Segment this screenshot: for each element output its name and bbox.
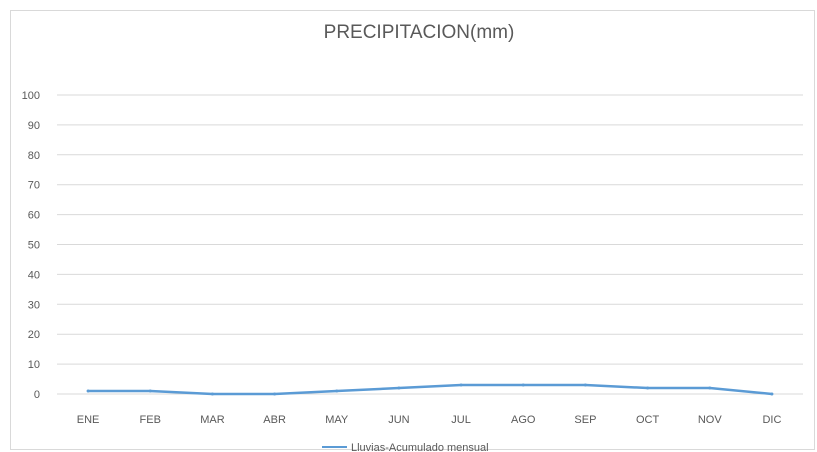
x-tick-label: MAR <box>200 414 225 426</box>
y-tick-label: 90 <box>28 120 40 132</box>
x-tick-label: FEB <box>140 414 161 426</box>
x-tick-label: JUN <box>388 414 409 426</box>
x-axis-ticks: ENE FEB MAR ABR MAY JUN JUL AGO SEP OCT NOV DIC <box>77 414 782 426</box>
y-tick-label: 0 <box>34 389 40 401</box>
y-tick-label: 70 <box>28 180 40 192</box>
y-axis-ticks: 0 10 20 30 40 50 60 70 80 90 100 <box>22 90 40 401</box>
data-point-jun[interactable] <box>397 386 401 390</box>
data-point-abr[interactable] <box>273 392 277 396</box>
legend[interactable]: Lluvias-Acumulado mensual <box>322 442 489 452</box>
data-point-ene[interactable] <box>86 389 90 393</box>
y-tick-label: 30 <box>28 299 40 311</box>
y-tick-label: 10 <box>28 359 40 371</box>
data-point-feb[interactable] <box>148 389 152 393</box>
x-tick-label: JUL <box>451 414 471 426</box>
data-point-sep[interactable] <box>583 383 587 387</box>
y-tick-label: 50 <box>28 240 40 252</box>
x-tick-label: SEP <box>574 414 596 426</box>
x-tick-label: OCT <box>636 414 660 426</box>
chart-title: PRECIPITACION(mm) <box>324 22 515 43</box>
x-tick-label: MAY <box>325 414 349 426</box>
y-tick-label: 60 <box>28 210 40 222</box>
y-tick-label: 100 <box>22 90 40 102</box>
x-tick-label: NOV <box>698 414 723 426</box>
data-point-jul[interactable] <box>459 383 463 387</box>
x-tick-label: ABR <box>263 414 286 426</box>
data-point-dic[interactable] <box>770 392 774 396</box>
y-tick-label: 40 <box>28 269 40 281</box>
data-point-mar[interactable] <box>210 392 214 396</box>
y-tick-label: 80 <box>28 150 40 162</box>
x-tick-label: AGO <box>511 414 536 426</box>
data-point-nov[interactable] <box>708 386 712 390</box>
legend-label: Lluvias-Acumulado mensual <box>351 442 489 452</box>
gridlines <box>57 94 803 395</box>
series-line-lluvias[interactable] <box>86 383 774 396</box>
data-point-ago[interactable] <box>521 383 525 387</box>
chart-frame <box>10 10 815 450</box>
x-tick-label: ENE <box>77 414 100 426</box>
series-layer <box>86 383 774 396</box>
y-tick-label: 20 <box>28 329 40 341</box>
data-point-oct[interactable] <box>646 386 650 390</box>
data-point-may[interactable] <box>335 389 339 393</box>
x-tick-label: DIC <box>762 414 781 426</box>
